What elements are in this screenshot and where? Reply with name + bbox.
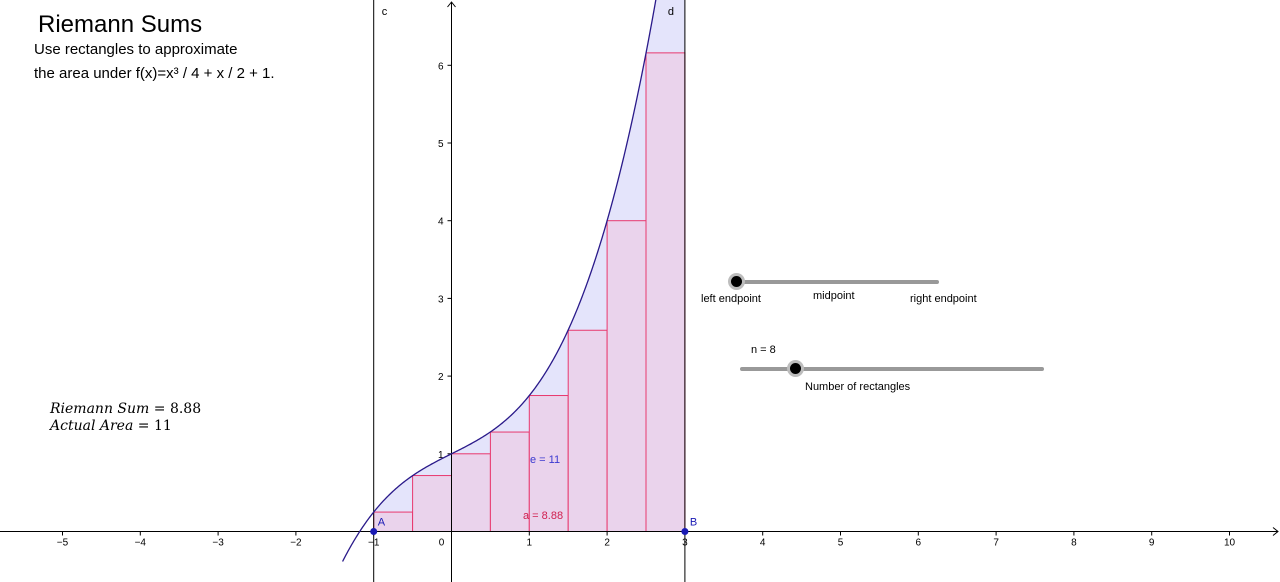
x-axis-ticks: −5−4−3−2−1012345678910 xyxy=(57,531,1236,549)
x-tick-label: −2 xyxy=(290,538,302,549)
y-tick-label: 1 xyxy=(438,450,444,461)
x-tick-label: 5 xyxy=(838,538,844,549)
point-a-label: A xyxy=(378,517,386,529)
riemann-rectangle xyxy=(567,329,608,532)
x-tick-label: −4 xyxy=(135,538,147,549)
line-d-label: d xyxy=(668,6,674,18)
x-tick-label: 4 xyxy=(760,538,766,549)
actual-area-label: Actual Area xyxy=(50,418,134,434)
left-endpoint-label: left endpoint xyxy=(701,293,761,305)
description-line-1: Use rectangles to approximate xyxy=(34,41,238,58)
actual-area-value: 11 xyxy=(153,418,172,434)
riemann-rectangle xyxy=(606,220,647,532)
point-a[interactable] xyxy=(370,528,378,535)
riemann-rectangle xyxy=(528,395,569,532)
y-tick-label: 5 xyxy=(438,139,444,150)
riemann-sum-value: 8.88 xyxy=(169,401,202,417)
point-b[interactable] xyxy=(681,528,689,535)
page-title: Riemann Sums xyxy=(38,11,203,38)
riemann-rectangle xyxy=(451,453,491,532)
x-tick-label: 10 xyxy=(1224,538,1236,549)
line-c-label: c xyxy=(382,6,388,18)
equals-sign: = xyxy=(153,401,170,417)
x-tick-label: 2 xyxy=(604,538,610,549)
y-axis-arrow xyxy=(447,1,456,8)
description-line-2: the area under f(x)=x³ / 4 + x / 2 + 1. xyxy=(34,65,275,82)
x-tick-label: 0 xyxy=(439,538,445,549)
y-tick-label: 6 xyxy=(438,61,444,72)
riemann-rectangles xyxy=(373,52,686,533)
actual-area-graph-label: e = 11 xyxy=(530,454,560,466)
y-tick-label: 4 xyxy=(438,217,444,228)
x-tick-label: 9 xyxy=(1149,538,1155,549)
riemann-sum-graph-label: a = 8.88 xyxy=(523,510,563,522)
x-axis-arrow xyxy=(1272,527,1279,536)
x-tick-label: 6 xyxy=(916,538,922,549)
equals-sign: = xyxy=(137,418,154,434)
n-slider-knob[interactable] xyxy=(790,363,802,374)
riemann-sum-readout: Riemann Sum = 8.88 xyxy=(50,401,201,417)
point-b-label: B xyxy=(690,517,697,529)
n-slider-caption: Number of rectangles xyxy=(805,381,911,393)
x-tick-label: 8 xyxy=(1071,538,1077,549)
x-tick-label: −5 xyxy=(57,538,69,549)
riemann-rectangle xyxy=(645,52,686,532)
riemann-rectangle xyxy=(489,431,530,533)
method-slider-knob[interactable] xyxy=(731,276,742,287)
right-endpoint-label: right endpoint xyxy=(910,293,977,305)
y-tick-label: 2 xyxy=(438,372,444,383)
y-tick-label: 3 xyxy=(438,294,444,305)
actual-area-readout: Actual Area = 11 xyxy=(50,418,172,434)
n-value-label: n = 8 xyxy=(751,344,776,356)
y-axis-ticks: 1 2 3 4 5 6 xyxy=(438,61,452,461)
midpoint-label: midpoint xyxy=(813,290,855,302)
riemann-rectangle xyxy=(412,475,453,532)
riemann-sum-label: Riemann Sum xyxy=(50,401,150,417)
function-curve[interactable] xyxy=(342,0,657,562)
x-tick-label: −3 xyxy=(212,538,224,549)
x-tick-label: 7 xyxy=(993,538,999,549)
method-slider-track[interactable] xyxy=(736,280,939,284)
x-tick-label: 1 xyxy=(527,538,533,549)
n-slider-track[interactable] xyxy=(740,367,1044,371)
